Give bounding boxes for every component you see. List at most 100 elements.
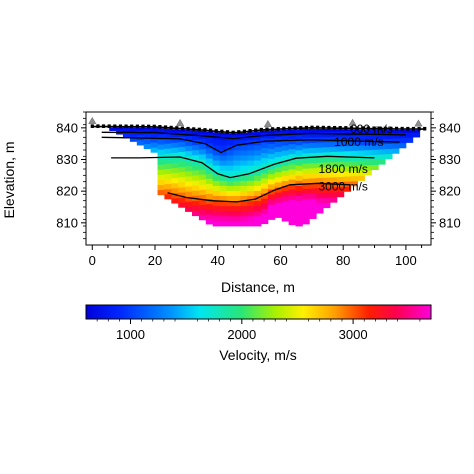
colorbar-ramp xyxy=(85,304,432,320)
heatmap-cell xyxy=(261,183,269,189)
heatmap-cell xyxy=(302,173,310,179)
receiver-marker xyxy=(175,126,179,130)
heatmap-cell xyxy=(309,183,317,189)
receiver-marker xyxy=(383,126,387,131)
heatmap-cell xyxy=(240,150,248,156)
heatmap-cell xyxy=(281,216,290,222)
contour-line xyxy=(167,182,350,203)
heatmap-cell xyxy=(309,147,317,154)
heatmap-cell xyxy=(205,213,214,220)
heatmap-cell xyxy=(267,214,276,220)
heatmap-cell xyxy=(281,155,290,161)
heatmap-cell xyxy=(157,128,165,135)
heatmap-cell xyxy=(205,188,214,195)
heatmap-cell xyxy=(143,128,152,134)
y-axis-label: Elevation, m xyxy=(1,141,17,218)
heatmap-cell xyxy=(164,163,172,169)
heatmap-cell xyxy=(219,165,227,171)
receiver-marker xyxy=(299,126,303,130)
heatmap-cell xyxy=(212,155,221,161)
heatmap-cell xyxy=(295,139,303,146)
heatmap-cell xyxy=(185,196,193,202)
heatmap-cell xyxy=(350,135,359,141)
heatmap-cell xyxy=(157,174,165,180)
heatmap-cell xyxy=(240,185,248,191)
heatmap-cell xyxy=(336,146,345,152)
heatmap-cell xyxy=(295,129,303,136)
heatmap-cell xyxy=(226,180,234,186)
heatmap-cell xyxy=(219,190,227,196)
receiver-marker xyxy=(378,126,382,131)
source-marker xyxy=(263,120,272,127)
receiver-marker xyxy=(209,128,213,133)
receiver-marker xyxy=(389,126,393,131)
heatmap-cell xyxy=(378,149,386,155)
heatmap-cell xyxy=(240,220,248,227)
heatmap-cell xyxy=(240,132,248,136)
heatmap-cell xyxy=(350,129,359,131)
heatmap-cell xyxy=(123,127,131,134)
heatmap-cell xyxy=(164,128,172,134)
heatmap-cell xyxy=(288,174,296,180)
x-axis-label: Distance, m xyxy=(221,279,295,295)
heatmap-cell xyxy=(364,170,372,176)
heatmap-cell xyxy=(219,220,227,227)
heatmap-cell xyxy=(302,218,310,225)
heatmap-cell xyxy=(288,219,296,226)
heatmap-cell xyxy=(288,179,296,185)
source-marker xyxy=(414,119,423,127)
heatmap-cell xyxy=(212,215,221,222)
receiver-marker xyxy=(163,125,168,129)
x-tick-label: 60 xyxy=(273,253,287,268)
heatmap-cell xyxy=(336,136,345,142)
heatmap-cell xyxy=(295,180,303,186)
heatmap-cell xyxy=(267,199,276,205)
heatmap-cell xyxy=(330,166,338,173)
heatmap-cell xyxy=(157,159,165,165)
heatmap-cell xyxy=(267,143,276,149)
heatmap-cell xyxy=(240,205,248,212)
y-tick-label: 820 xyxy=(439,184,461,199)
receiver-marker xyxy=(411,126,416,131)
heatmap-cell xyxy=(309,152,317,159)
heatmap-cell xyxy=(323,187,331,193)
heatmap-cell xyxy=(323,182,331,188)
heatmap-cell xyxy=(164,178,172,185)
heatmap-cell xyxy=(267,158,276,165)
heatmap-cell xyxy=(281,185,290,192)
heatmap-cell xyxy=(274,192,283,198)
heatmap-cell xyxy=(178,187,186,193)
heatmap-cell xyxy=(233,190,241,196)
heatmap-cell xyxy=(378,133,386,140)
heatmap-cell xyxy=(219,155,227,161)
heatmap-cell xyxy=(281,190,290,197)
heatmap-cell xyxy=(198,174,207,180)
heatmap-cell xyxy=(254,200,262,207)
heatmap-cell xyxy=(330,192,338,198)
heatmap-cell xyxy=(212,190,221,196)
heatmap-cell xyxy=(164,168,172,175)
heatmap-cell xyxy=(226,220,234,227)
heatmap-cell xyxy=(233,133,241,136)
heatmap-cell xyxy=(185,186,193,192)
heatmap-cell xyxy=(336,176,345,183)
heatmap-cell xyxy=(316,208,324,214)
heatmap-cell xyxy=(192,190,200,196)
heatmap-cell xyxy=(274,151,283,158)
heatmap-cell xyxy=(302,129,310,134)
heatmap-cell xyxy=(295,134,303,141)
heatmap-cell xyxy=(288,153,296,160)
heatmap-cell xyxy=(336,161,345,167)
heatmap-cell xyxy=(274,161,283,168)
contour-label: 3000 m/s xyxy=(319,180,368,194)
heatmap-cell xyxy=(274,156,283,163)
heatmap-cell xyxy=(150,127,158,133)
heatmap-cell xyxy=(247,220,255,227)
heatmap-cell xyxy=(378,143,386,150)
receiver-marker xyxy=(423,126,427,131)
heatmap-cell xyxy=(261,218,269,225)
heatmap-cell xyxy=(357,139,365,146)
heatmap-cell xyxy=(185,145,193,152)
heatmap-cell xyxy=(323,177,331,183)
